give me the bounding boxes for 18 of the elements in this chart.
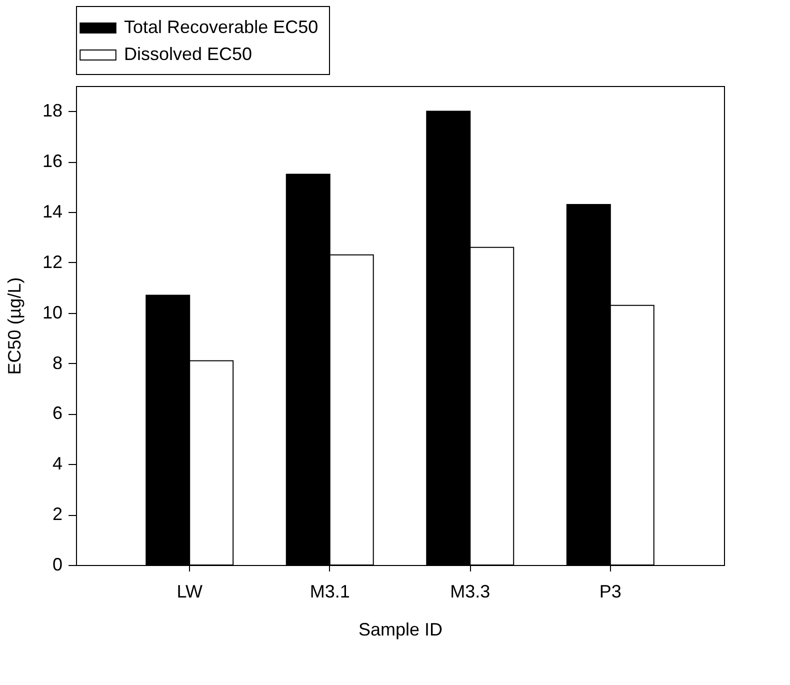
y-tick-label: 2 bbox=[52, 504, 62, 524]
x-tick-label: P3 bbox=[599, 582, 622, 602]
legend-label: Total Recoverable EC50 bbox=[124, 17, 318, 37]
x-tick-label: M3.3 bbox=[450, 582, 490, 602]
y-tick-label: 16 bbox=[42, 151, 62, 172]
legend-label: Dissolved EC50 bbox=[124, 44, 252, 64]
x-tick-label: LW bbox=[176, 582, 202, 602]
y-tick-label: 18 bbox=[42, 100, 62, 121]
y-tick-label: 4 bbox=[52, 454, 62, 474]
x-axis-title: Sample ID bbox=[358, 620, 443, 640]
y-tick-label: 10 bbox=[42, 302, 62, 322]
x-tick-label: M3.1 bbox=[310, 582, 350, 602]
y-axis-title: EC50 (µg/L) bbox=[4, 277, 24, 375]
y-tick-label: 14 bbox=[42, 202, 62, 222]
y-tick-label: 0 bbox=[52, 554, 62, 574]
y-tick-label: 8 bbox=[52, 352, 62, 373]
y-tick-label: 6 bbox=[52, 403, 62, 424]
y-tick-label: 12 bbox=[42, 252, 62, 272]
